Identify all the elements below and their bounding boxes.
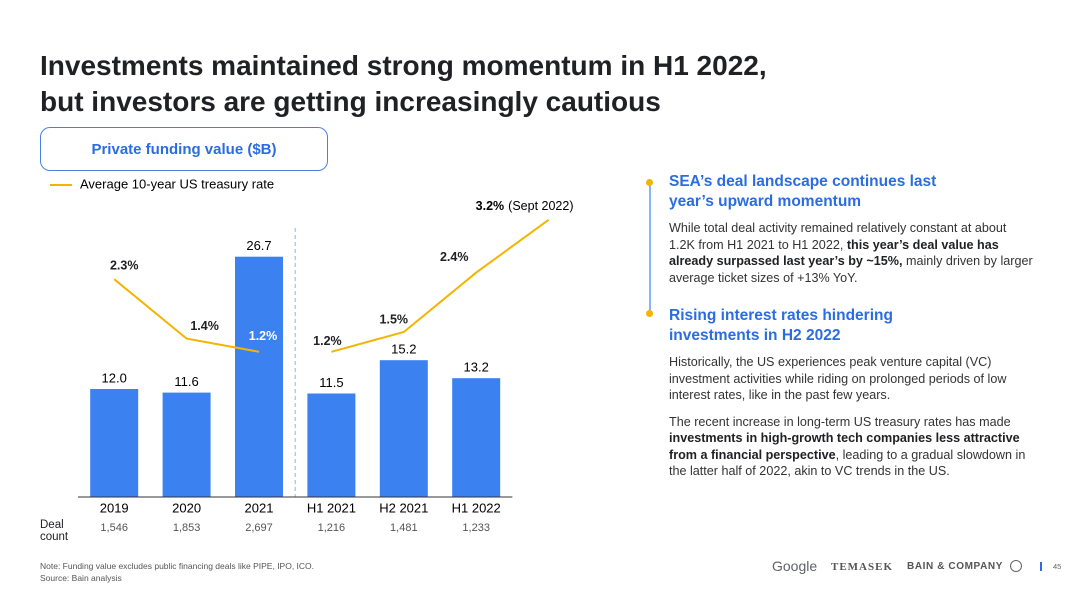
- emphasis: investments in high-growth tech companie…: [669, 431, 1020, 462]
- separator: [1040, 562, 1042, 571]
- bar: [235, 256, 283, 497]
- x-tick-label: H1 2022: [452, 500, 501, 515]
- text-run: Historically, the US experiences peak ve…: [669, 355, 1007, 402]
- timeline-rule: [649, 182, 651, 313]
- deal-count: 1,216: [318, 522, 346, 534]
- emphasis: this year’s deal value has already surpa…: [669, 237, 999, 269]
- line-label: 2.4%: [440, 250, 469, 264]
- text-run: While total deal activity remained relat…: [669, 221, 1007, 252]
- line-label: 2.3%: [110, 258, 139, 272]
- line-label: 1.2%: [313, 334, 342, 348]
- paragraph: Historically, the US experiences peak ve…: [669, 354, 1034, 404]
- chart-title: Private funding value ($B): [40, 127, 328, 171]
- text-run: The recent increase in long-term US trea…: [669, 414, 1011, 429]
- annotation: (Sept 2022): [508, 199, 573, 213]
- logo: BAIN & COMPANY: [907, 561, 1003, 572]
- timeline-dot: [646, 179, 653, 186]
- deal-count: 1,546: [100, 522, 128, 534]
- line: [331, 218, 550, 353]
- title-line: but investors are getting increasingly c…: [40, 86, 661, 117]
- line-label: 1.2%: [249, 329, 278, 343]
- deal-count: 1,853: [173, 522, 201, 534]
- bar-label: 12.0: [102, 370, 127, 385]
- source: Source: Bain analysis: [40, 573, 122, 583]
- text-run: , leading to a gradual slowdown in the l…: [669, 447, 1026, 479]
- bar-label: 26.7: [246, 238, 271, 253]
- bar-label: 11.5: [319, 375, 343, 390]
- bar-label: 15.2: [391, 342, 416, 357]
- section-heading: Rising interest rates hindering investme…: [669, 307, 893, 344]
- x-tick-label: 2019: [100, 500, 129, 515]
- logo-icon: [1010, 560, 1022, 572]
- bar: [379, 360, 428, 497]
- legend-label: Average 10-year US treasury rate: [80, 176, 274, 191]
- bar-label: 11.6: [174, 374, 198, 389]
- x-tick-label: H2 2021: [379, 500, 428, 515]
- line-label: 1.4%: [190, 319, 219, 333]
- deal-count: 1,481: [390, 522, 418, 534]
- section: SEA’s deal landscape continues last year…: [669, 172, 1034, 286]
- page-number: 45: [1053, 562, 1062, 571]
- logo: Google: [772, 558, 818, 574]
- section-heading: SEA’s deal landscape continues last year…: [669, 173, 937, 210]
- x-tick-label: 2021: [245, 500, 274, 515]
- section: Rising interest rates hindering investme…: [669, 306, 1034, 480]
- bar: [90, 389, 139, 497]
- x-tick-label: H1 2021: [307, 500, 356, 515]
- bar: [452, 378, 501, 497]
- bar: [162, 392, 211, 497]
- timeline-dot: [646, 310, 653, 317]
- line: [113, 278, 260, 353]
- bar: [307, 393, 356, 497]
- line-label-value: 3.2%: [476, 199, 505, 213]
- line-label: 1.5%: [380, 312, 409, 326]
- row-label: Deal count: [40, 519, 69, 543]
- slide-title: Investments maintained strong momentum i…: [40, 48, 767, 120]
- note: Note: Funding value excludes public fina…: [40, 561, 315, 571]
- title-line: Investments maintained strong momentum i…: [40, 50, 767, 81]
- deal-count: 2,697: [245, 522, 273, 534]
- bar-label: 13.2: [464, 360, 489, 375]
- paragraph: The recent increase in long-term US trea…: [669, 414, 1034, 480]
- logo: TEMASEK: [831, 561, 894, 573]
- deal-count: 1,233: [462, 522, 490, 534]
- insights-panel: SEA’s deal landscape continues last year…: [669, 172, 1034, 496]
- line-label: 3.2% (Sept 2022): [476, 199, 574, 213]
- paragraph: While total deal activity remained relat…: [669, 220, 1034, 286]
- text-run: mainly driven by larger average ticket s…: [669, 254, 1033, 285]
- x-tick-label: 2020: [172, 500, 201, 515]
